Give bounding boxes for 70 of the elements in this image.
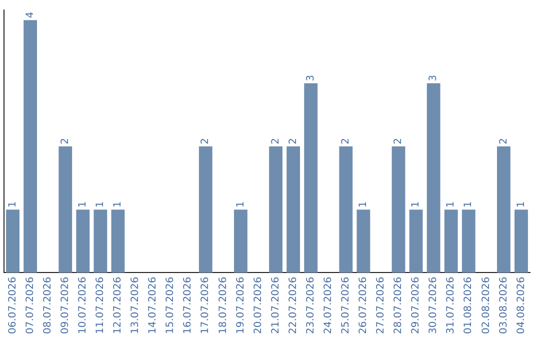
x-tick-label: 23.07.2026	[305, 276, 316, 334]
bar	[234, 210, 248, 273]
x-tick-label: 14.07.2026	[148, 276, 159, 334]
x-tick-label: 15.07.2026	[165, 276, 176, 334]
x-tick-label: 09.07.2026	[60, 276, 71, 334]
x-tick-label: 31.07.2026	[446, 276, 457, 334]
bar	[514, 210, 528, 273]
data-label: 1	[112, 201, 124, 208]
data-label: 3	[428, 74, 440, 82]
data-label: 2	[393, 138, 404, 144]
data-label: 1	[95, 201, 106, 208]
bar	[269, 146, 282, 273]
x-tick-label: 02.08.2026	[480, 276, 492, 334]
data-label: 2	[288, 138, 299, 144]
bar	[111, 210, 125, 273]
bar	[94, 210, 108, 273]
x-tick-label: 26.07.2026	[358, 276, 370, 334]
x-tick-label: 27.07.2026	[376, 276, 387, 334]
bar	[339, 146, 353, 273]
x-tick-label: 24.07.2026	[322, 276, 334, 334]
data-label: 2	[270, 138, 282, 144]
data-label: 1	[463, 201, 474, 208]
x-tick-label: 19.07.2026	[235, 276, 246, 334]
data-label: 1	[235, 201, 246, 208]
data-label: 1	[516, 201, 527, 208]
bar	[462, 210, 476, 273]
x-tick-label: 13.07.2026	[130, 276, 142, 334]
x-tick-label: 10.07.2026	[77, 276, 88, 334]
x-tick-label: 01.08.2026	[463, 276, 474, 334]
x-tick-label: 03.08.2026	[498, 276, 510, 334]
bar	[286, 146, 300, 273]
bar	[304, 83, 318, 273]
data-label: 1	[358, 201, 370, 208]
data-label: 2	[60, 138, 71, 144]
x-tick-label: 04.08.2026	[516, 276, 527, 334]
data-label: 1	[410, 201, 422, 208]
bar	[76, 210, 90, 273]
x-tick-label: 07.07.2026	[24, 276, 36, 334]
x-tick-label: 18.07.2026	[218, 276, 229, 334]
bar	[24, 20, 38, 273]
bar	[392, 146, 406, 273]
bar	[409, 210, 423, 273]
x-tick-label: 11.07.2026	[95, 276, 106, 334]
x-tick-label: 20.07.2026	[252, 276, 264, 334]
bar	[198, 146, 212, 273]
bar	[356, 210, 370, 273]
data-label: 3	[305, 74, 316, 82]
bar	[6, 210, 20, 273]
bar	[426, 83, 440, 273]
x-tick-label: 29.07.2026	[410, 276, 422, 334]
data-label: 1	[77, 201, 88, 208]
x-tick-label: 06.07.2026	[7, 276, 18, 334]
x-tick-label: 25.07.2026	[340, 276, 352, 334]
x-tick-label: 08.07.2026	[42, 276, 54, 334]
x-tick-label: 17.07.2026	[200, 276, 212, 334]
data-label: 1	[446, 201, 457, 208]
bar	[444, 210, 458, 273]
data-label: 2	[498, 138, 510, 144]
x-tick-label: 21.07.2026	[270, 276, 282, 334]
data-label: 1	[7, 201, 18, 208]
bar	[496, 146, 510, 273]
x-tick-label: 22.07.2026	[288, 276, 299, 334]
x-tick-label: 28.07.2026	[393, 276, 404, 334]
x-tick-label: 16.07.2026	[182, 276, 194, 334]
data-label: 2	[200, 138, 212, 144]
data-label: 4	[24, 12, 36, 18]
x-tick-label: 12.07.2026	[112, 276, 124, 334]
data-label: 2	[340, 138, 352, 144]
bar	[58, 146, 72, 273]
x-tick-label: 30.07.2026	[428, 276, 440, 334]
